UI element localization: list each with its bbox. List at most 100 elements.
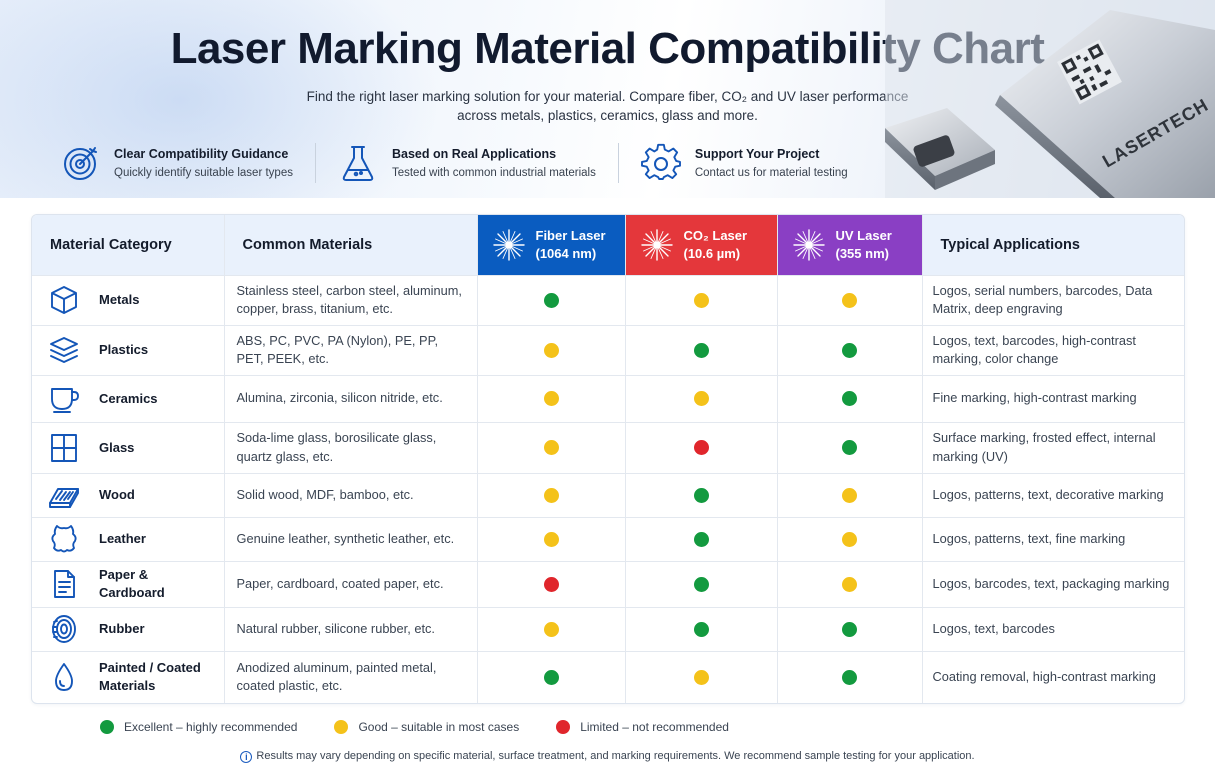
legend-item-excellent: Excellent – highly recommended (100, 720, 297, 734)
rating-dot-good (693, 391, 709, 407)
uv-rating-cell (777, 517, 923, 562)
typical-applications-cell: Surface marking, frosted effect, interna… (922, 422, 1184, 474)
footer-note: i Results may vary depending on specific … (0, 750, 1215, 763)
material-category-name: Painted / Coated Materials (99, 659, 201, 695)
typical-applications-cell: Logos, serial numbers, barcodes, Data Ma… (922, 275, 1184, 326)
rating-dot-excellent (693, 576, 709, 592)
flask-icon (342, 146, 374, 181)
category-line: Ceramics (99, 390, 158, 406)
fiber-rating-cell (477, 275, 626, 326)
category-line: Materials (99, 678, 156, 694)
tire-icon (52, 615, 76, 643)
rating-dot-excellent (543, 292, 559, 308)
rating-dot-excellent (693, 487, 709, 503)
table-row: Painted / Coated Materials Anodized alum… (32, 651, 1184, 703)
common-materials-cell: Anodized aluminum, painted metal, coated… (224, 651, 478, 703)
material-category-name: Ceramics (99, 390, 158, 408)
table-body: Metals Stainless steel, carbon steel, al… (32, 275, 1184, 703)
uv-rating-cell (777, 473, 923, 518)
feature-subtitle: Contact us for material testing (694, 167, 848, 179)
rating-dot-good (842, 531, 857, 547)
material-category-name: Metals (99, 291, 139, 309)
fiber-rating-cell (477, 517, 626, 562)
fiber-rating-cell (477, 607, 626, 652)
fiber-rating-cell (477, 375, 626, 423)
category-line: Glass (99, 439, 135, 455)
category-line: Plastics (99, 342, 149, 357)
header-uv-laser: UV Laser (355 nm) (777, 215, 923, 276)
feature-subtitle: Tested with common industrial materials (391, 167, 596, 179)
typical-applications-cell: Logos, patterns, text, decorative markin… (922, 473, 1184, 518)
typical-applications-cell: Logos, barcodes, text, packaging marking (922, 561, 1184, 608)
rating-dot-good (543, 487, 559, 503)
category-line: Painted / Coated (99, 660, 201, 676)
legend-item-limited: Limited – not recommended (556, 720, 729, 734)
rating-dot-excellent (693, 342, 709, 358)
rating-dot-excellent (543, 670, 559, 686)
co2-laser-wavelength: (10.6 µm) (683, 245, 741, 261)
material-category-cell: Painted / Coated Materials (32, 651, 225, 703)
feature-title: Support Your Project (694, 147, 820, 161)
category-line: Wood (99, 487, 135, 502)
feature-divider (617, 143, 619, 183)
co2-rating-cell (625, 651, 778, 703)
uv-rating-cell (777, 651, 923, 703)
target-icon (64, 147, 97, 180)
leather-hide-icon (51, 525, 77, 553)
table-row: Leather Genuine leather, synthetic leath… (32, 517, 1184, 562)
rating-dot-excellent (693, 531, 709, 547)
footer-note-text: Results may vary depending on specific m… (256, 750, 975, 762)
rating-dot-limited (543, 576, 559, 592)
table-row: Rubber Natural rubber, silicone rubber, … (32, 607, 1184, 652)
rating-dot-good (543, 621, 559, 637)
rating-dot-good (543, 391, 559, 407)
co2-rating-cell (625, 473, 778, 518)
hero-banner: Laser Marking Material Compatibility Cha… (0, 0, 1215, 198)
common-materials-cell: Soda-lime glass, borosilicate glass, qua… (224, 422, 478, 474)
common-materials-cell: Natural rubber, silicone rubber, etc. (224, 607, 478, 652)
gear-icon (640, 143, 681, 180)
material-category-cell: Ceramics (32, 375, 225, 423)
window-icon (51, 433, 77, 462)
typical-applications-cell: Logos, text, barcodes, high-contrast mar… (922, 325, 1184, 376)
rating-dot-excellent (842, 670, 857, 686)
subtitle-line-1: Find the right laser marking solution fo… (306, 89, 909, 104)
rating-dot-excellent (842, 621, 857, 637)
material-category-name: Paper & Cardboard (99, 566, 214, 602)
co2-rating-cell (625, 375, 778, 423)
typical-applications-cell: Coating removal, high-contrast marking (932, 669, 1156, 684)
material-category-cell: Plastics (32, 325, 225, 376)
rating-dot-good (842, 487, 857, 503)
common-materials-cell: Alumina, zirconia, silicon nitride, etc. (224, 375, 478, 423)
co2-rating-cell (625, 607, 778, 652)
co2-rating-cell (625, 325, 778, 376)
legend-dot-good (334, 720, 349, 734)
table-header-row: Material Category Common Materials (32, 215, 1184, 276)
fiber-rating-cell (477, 325, 626, 376)
page-subtitle: Find the right laser marking solution fo… (270, 87, 945, 125)
common-materials-cell: Solid wood, MDF, bamboo, etc. (224, 473, 478, 518)
table-row: Ceramics Alumina, zirconia, silicon nitr… (32, 375, 1184, 423)
fiber-rating-cell (477, 561, 626, 608)
feature-support: Support Your Project Contact us for mate… (640, 140, 848, 186)
header-typical-applications: Typical Applications (922, 215, 1184, 276)
table-row: Plastics ABS, PC, PVC, PA (Nylon), PE, P… (32, 325, 1184, 376)
rating-dot-good (693, 670, 709, 686)
material-category-cell: Rubber (32, 607, 225, 652)
category-line: Paper & Cardboard (99, 567, 165, 600)
material-category-cell: Glass (32, 422, 225, 474)
table-row: Paper & Cardboard Paper, cardboard, coat… (32, 561, 1184, 608)
info-icon: i (240, 751, 253, 763)
rating-dot-excellent (842, 440, 857, 456)
cup-icon (51, 387, 79, 413)
feature-applications: Based on Real Applications Tested with c… (338, 140, 596, 186)
legend-dot-limited (556, 720, 571, 734)
rating-dot-limited (693, 440, 709, 456)
legend-dot-excellent (100, 720, 114, 734)
legend: Excellent – highly recommended Good – su… (100, 720, 766, 734)
laser-burst-icon (492, 229, 525, 261)
material-category-name: Wood (99, 486, 135, 504)
co2-rating-cell (625, 422, 778, 474)
category-line: Metals (99, 292, 140, 307)
rating-dot-good (693, 292, 709, 308)
